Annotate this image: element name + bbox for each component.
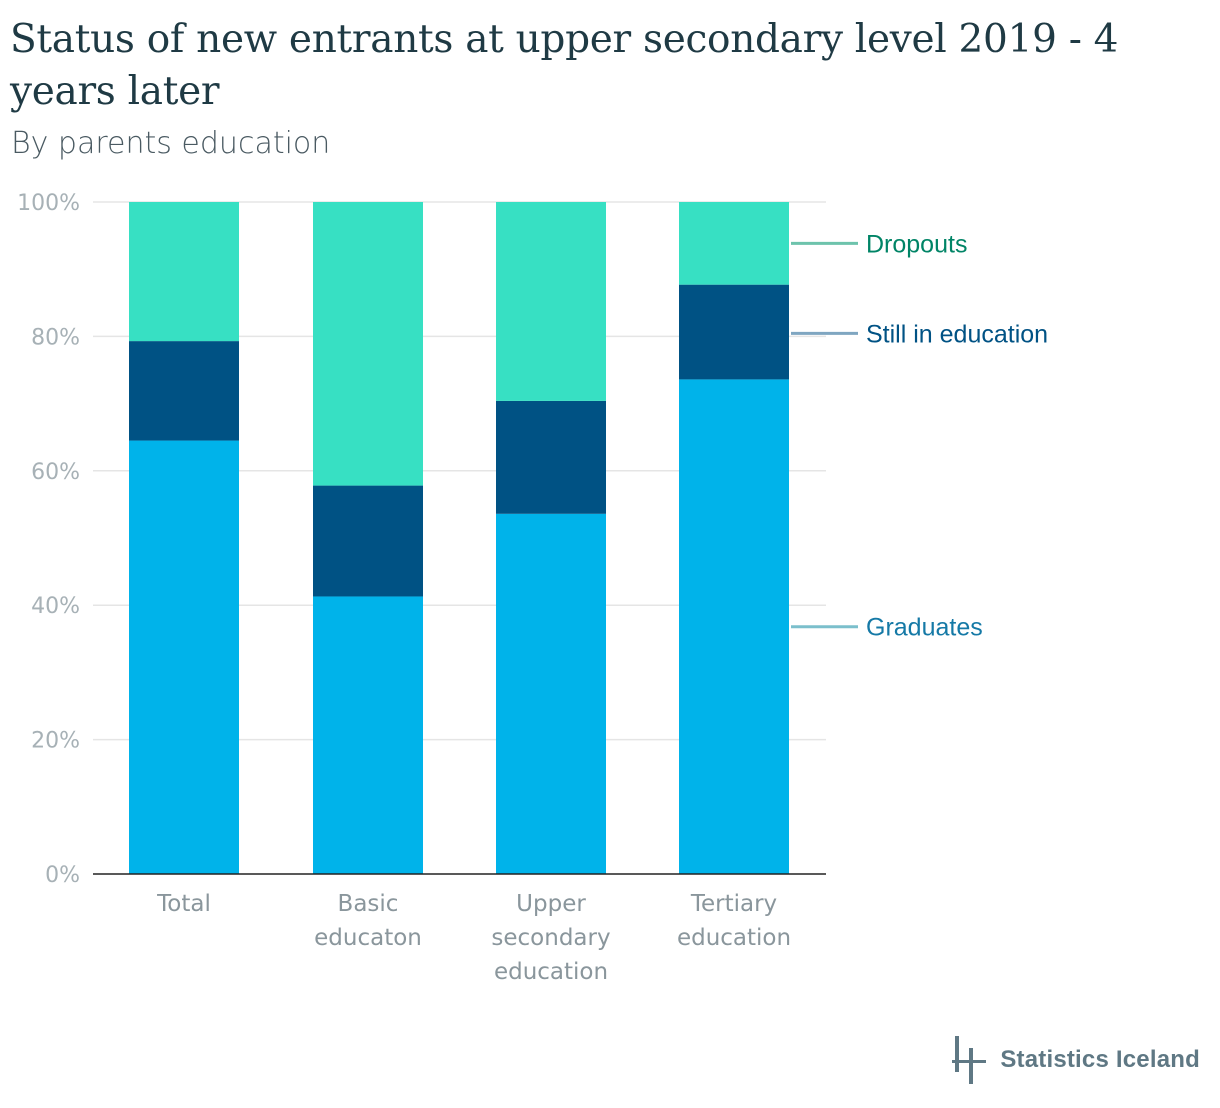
- series-label-dropouts: Dropouts: [866, 230, 967, 258]
- bar-segment-graduates: [496, 513, 606, 874]
- y-tick-label: 0%: [45, 863, 80, 888]
- x-category-label: educaton: [314, 925, 422, 951]
- x-category-label: Basic: [338, 891, 399, 917]
- bar-segment-still-in-education: [496, 400, 606, 514]
- x-category-label: Total: [156, 891, 211, 917]
- bar-segment-still-in-education: [679, 284, 789, 380]
- y-tick-label: 40%: [31, 594, 80, 619]
- statistics-iceland-logo-icon: [952, 1036, 987, 1084]
- bar-segment-dropouts: [679, 202, 789, 285]
- bar-segment-still-in-education: [313, 485, 423, 597]
- bar-segment-still-in-education: [129, 341, 239, 441]
- bar-segment-graduates: [129, 440, 239, 874]
- bars: [129, 202, 789, 874]
- bar-segment-dropouts: [129, 202, 239, 342]
- bar-segment-dropouts: [313, 202, 423, 486]
- x-category-label: Tertiary: [690, 891, 777, 917]
- series-label-still-in-education: Still in education: [866, 320, 1048, 348]
- y-axis-tick-labels: 0% 20% 40% 60% 80% 100%: [17, 191, 80, 888]
- statistics-iceland-logo: Statistics Iceland: [952, 1036, 1200, 1084]
- series-labels: Graduates Still in education Dropouts: [791, 230, 1048, 642]
- logo-text: Statistics Iceland: [1000, 1046, 1200, 1073]
- y-tick-label: 80%: [31, 325, 80, 350]
- x-axis-category-labels: Total Basic educaton Upper secondary educatio…: [156, 891, 791, 985]
- bar-segment-dropouts: [496, 202, 606, 401]
- x-category-label: education: [494, 959, 608, 985]
- x-category-label: secondary: [491, 925, 610, 951]
- y-tick-label: 20%: [31, 729, 80, 754]
- bar-segment-graduates: [313, 596, 423, 874]
- x-category-label: Upper: [516, 891, 586, 917]
- y-tick-label: 100%: [17, 191, 80, 216]
- series-label-graduates: Graduates: [866, 614, 983, 642]
- x-category-label: education: [677, 925, 791, 951]
- chart-title: Status of new entrants at upper secondar…: [10, 17, 1119, 114]
- y-tick-label: 60%: [31, 460, 80, 485]
- stacked-bar-chart: 0% 20% 40% 60% 80% 100% Total Basic educaton Upp…: [17, 191, 1048, 985]
- bar-segment-graduates: [679, 379, 789, 874]
- chart-subtitle: By parents education: [11, 126, 331, 161]
